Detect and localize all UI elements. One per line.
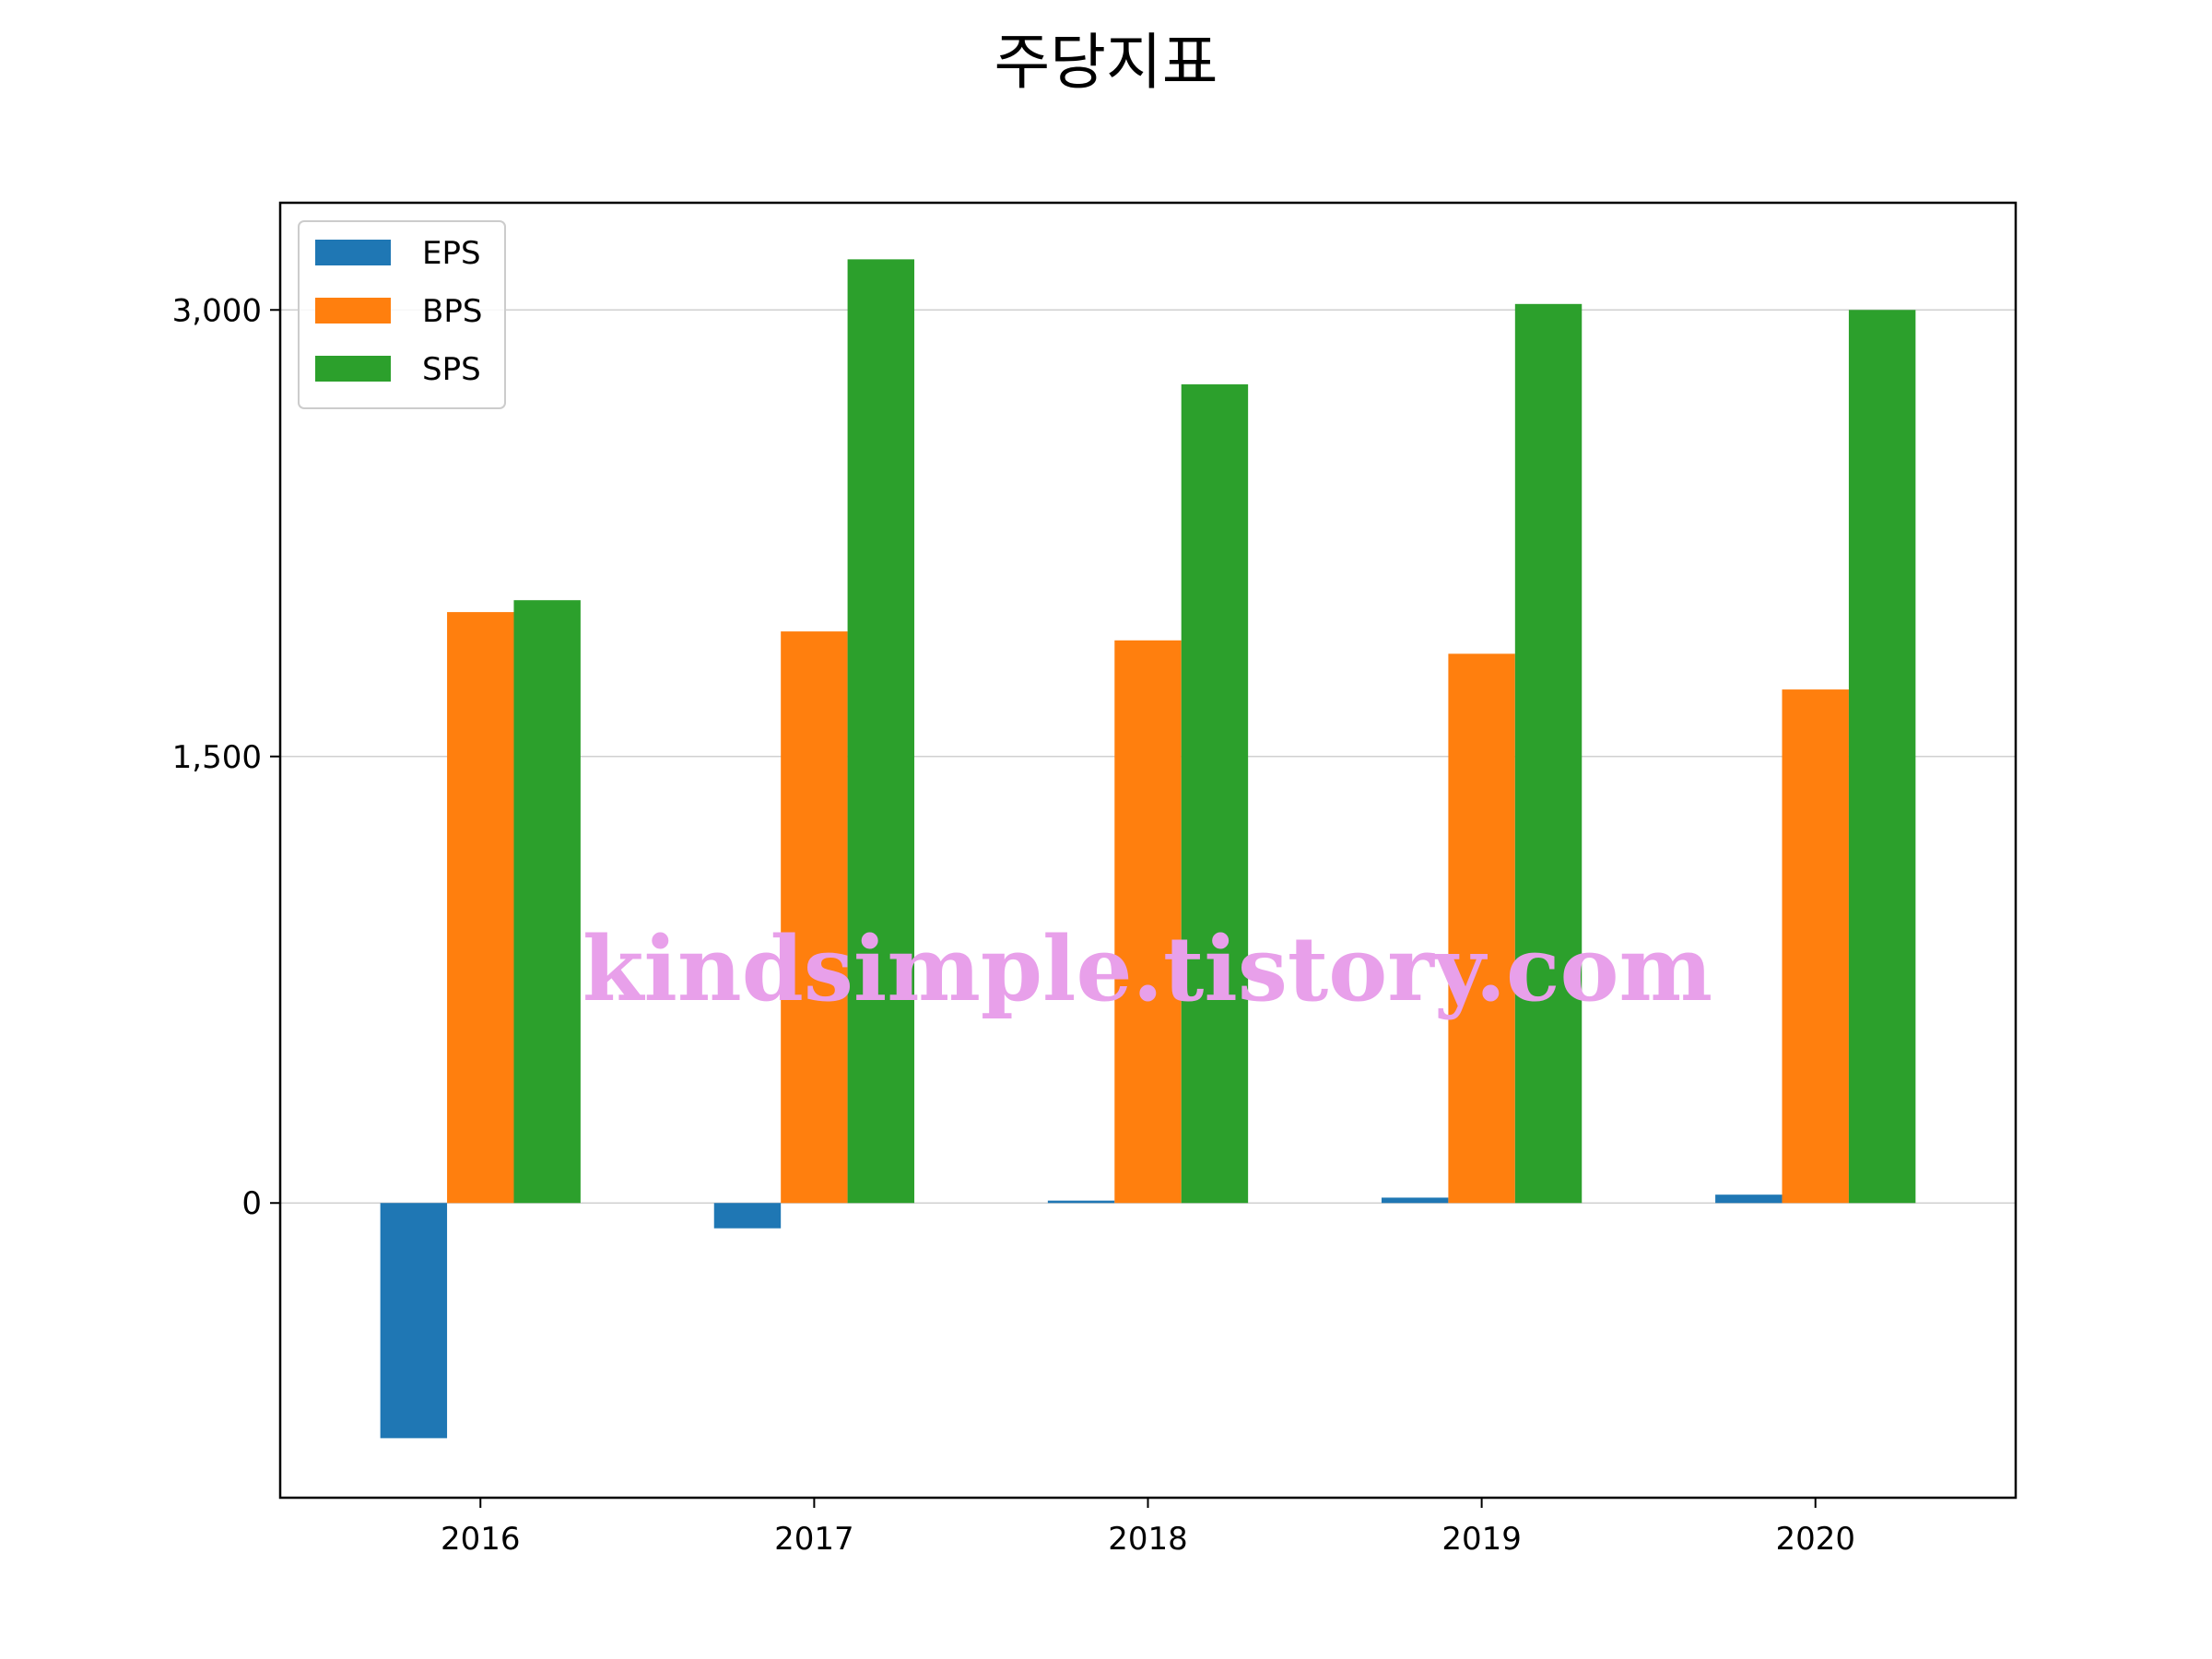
bar-sps-2020 <box>1848 310 1916 1204</box>
legend-label-bps: BPS <box>422 293 482 330</box>
bar-bps-2017 <box>781 631 848 1204</box>
y-axis: 0 1,500 3,000 <box>172 292 280 1222</box>
bar-bps-2016 <box>447 612 514 1204</box>
x-axis: 2016 2017 2018 2019 2020 <box>441 1498 1855 1558</box>
bar-bps-2019 <box>1448 653 1515 1204</box>
bar-sps-2018 <box>1181 384 1249 1204</box>
bar-sps-2016 <box>513 600 581 1204</box>
x-tick-label: 2017 <box>774 1521 854 1558</box>
y-tick-label: 3,000 <box>172 292 262 329</box>
bar-bps-2018 <box>1114 640 1182 1204</box>
legend-label-sps: SPS <box>422 351 481 388</box>
legend-label-eps: EPS <box>422 235 481 272</box>
bar-sps-2017 <box>847 259 915 1204</box>
bars <box>380 259 1916 1439</box>
y-tick-label: 1,500 <box>172 739 262 776</box>
bar-sps-2019 <box>1514 303 1583 1204</box>
legend: EPS BPS SPS <box>298 220 506 409</box>
bar-eps-2017 <box>713 1203 782 1229</box>
legend-swatch-sps <box>315 356 391 382</box>
x-tick-label: 2018 <box>1108 1521 1188 1558</box>
bar-bps-2020 <box>1782 689 1849 1204</box>
bar-eps-2019 <box>1381 1197 1449 1204</box>
chart-title: 주당지표 <box>994 27 1218 98</box>
legend-swatch-bps <box>315 298 391 324</box>
bar-eps-2018 <box>1047 1200 1115 1204</box>
y-tick-label: 0 <box>241 1185 262 1222</box>
watermark-text: kindsimple.tistory.com <box>582 917 1712 1021</box>
bar-eps-2016 <box>380 1203 448 1439</box>
x-tick-label: 2019 <box>1441 1521 1522 1558</box>
x-tick-label: 2020 <box>1775 1521 1855 1558</box>
legend-swatch-eps <box>315 240 391 265</box>
x-tick-label: 2016 <box>441 1521 521 1558</box>
bar-eps-2020 <box>1715 1194 1783 1204</box>
